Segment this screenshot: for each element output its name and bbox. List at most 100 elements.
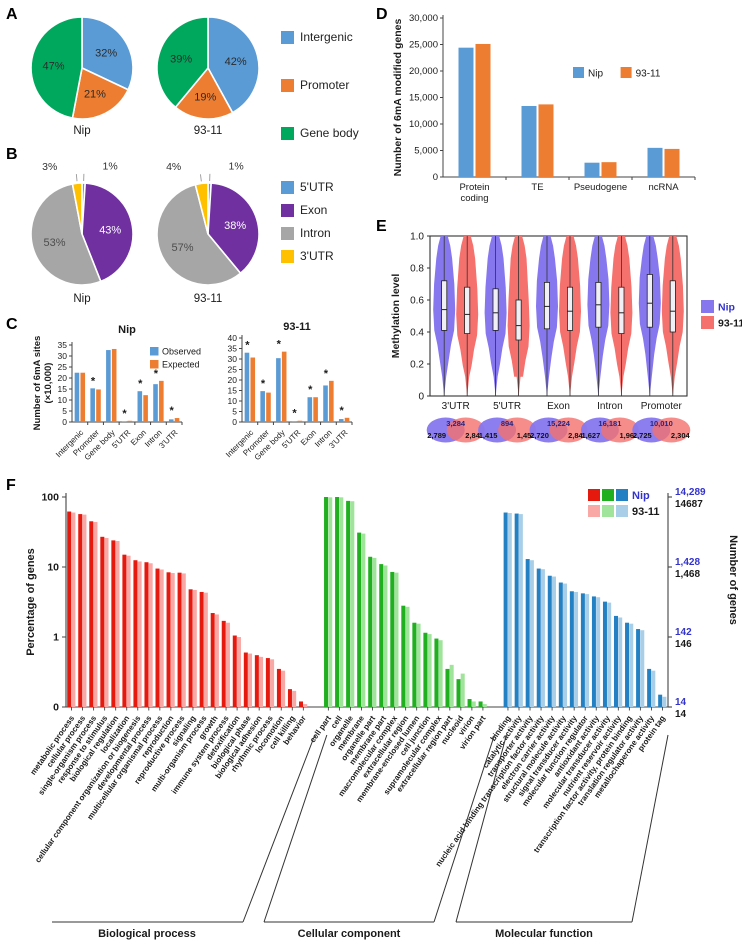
bar-nip — [636, 629, 641, 707]
x-category-label: Pseudogene — [574, 182, 627, 193]
bar-nip — [221, 620, 226, 707]
panel-label-a: A — [6, 6, 18, 23]
bar-nip — [514, 513, 519, 707]
bar-93-11 — [394, 572, 399, 707]
box-plot — [515, 299, 522, 341]
box-plot — [669, 280, 676, 333]
bar-93-11 — [225, 622, 230, 707]
legend-label: Intron — [300, 226, 331, 240]
legend-label: Gene body — [300, 126, 359, 140]
venn-93-11-count: 2,841 — [568, 431, 587, 440]
significance-star: * — [245, 340, 250, 352]
bar-93-11 — [427, 634, 432, 707]
legend-label: 5'UTR — [300, 180, 334, 194]
bar-expected — [281, 351, 287, 422]
pie-label: 19% — [194, 91, 216, 103]
legend-swatch — [573, 67, 584, 78]
x-category-label: 3'UTR — [327, 428, 349, 450]
significance-star: * — [122, 408, 127, 420]
legend-label: Nip — [632, 490, 650, 502]
significance-star: * — [340, 405, 345, 417]
bar-93-11 — [137, 561, 142, 707]
bar-nip — [647, 668, 652, 707]
legend-swatch — [150, 360, 159, 369]
legend-label: 93-11 — [636, 69, 661, 80]
bar-nip — [525, 559, 530, 707]
pie-outside-label: 1% — [228, 161, 243, 173]
bar-93-11 — [303, 704, 308, 707]
box-plot — [543, 282, 550, 330]
legend-item: Promoter — [281, 78, 359, 92]
y-tick-label: 30 — [58, 351, 68, 361]
subchart-title: Nip — [118, 324, 136, 336]
legend-label: 93-11 — [632, 506, 660, 518]
pie-label: 21% — [84, 88, 106, 100]
box-plot — [492, 288, 499, 331]
bar-93-11 — [126, 555, 131, 707]
venn-93-11-count: 1,452 — [517, 431, 536, 440]
legend-label: 3'UTR — [300, 249, 334, 263]
bar-93-11 — [71, 512, 76, 707]
pie-outside-label: 4% — [166, 161, 181, 173]
bar-93-11 — [93, 521, 98, 707]
pie-name: 93-11 — [194, 293, 223, 305]
pie-slice-3'UTR — [194, 182, 209, 235]
bar-93-11 — [596, 597, 601, 707]
box-plot — [566, 286, 573, 331]
bar-nip — [346, 500, 351, 707]
x-category-label: ncRNA — [648, 182, 679, 193]
legend-item: Gene body — [281, 126, 359, 140]
legend-item: 3'UTR — [281, 249, 334, 263]
bar-nip — [591, 596, 596, 707]
bar-expected — [96, 389, 101, 422]
legend-label: Expected — [162, 360, 200, 370]
significance-star: * — [308, 384, 313, 396]
venn-ellipse-93-11 — [498, 417, 537, 443]
plot-frame — [429, 235, 688, 397]
y-tick-label: 30 — [228, 354, 238, 364]
bar-93-11 — [192, 589, 197, 707]
bar-nip — [133, 560, 138, 707]
bar-93-11 — [563, 583, 568, 707]
left-ticks — [62, 496, 66, 708]
chart-panel-d: 0 5,000 10,000 15,000 20,000 25,000 30,000 Prot… — [392, 13, 696, 204]
legend-label: Exon — [300, 203, 328, 217]
bar-observed — [121, 421, 127, 422]
legend-swatch — [281, 203, 294, 217]
legend-swatch — [281, 78, 294, 92]
venn-93-11-count: 1,965 — [620, 431, 639, 440]
bar-nip — [658, 694, 663, 707]
right-tick-93-11: 14 — [675, 709, 687, 720]
bar-93-11 — [372, 557, 377, 707]
bar-nip — [188, 589, 193, 707]
panel-label-f: F — [6, 477, 16, 494]
bar-93-11 — [551, 576, 556, 707]
box-plot — [464, 286, 471, 334]
bar-93-11 — [203, 592, 208, 707]
y-tick-label: 35 — [228, 344, 238, 354]
bar-93-11 — [601, 162, 617, 177]
y-tick-label: 25,000 — [409, 40, 438, 51]
panel-label-d: D — [376, 6, 388, 23]
bar-93-11 — [259, 656, 264, 707]
y-tick-label: 0 — [62, 417, 67, 427]
pie-outside-label: 3% — [42, 161, 57, 173]
y-tick-label: 25 — [228, 365, 238, 375]
bar-nip — [434, 638, 439, 707]
c-ylabel2: (×10,000) — [43, 363, 54, 404]
divider-line — [242, 734, 316, 923]
y-tick-label: 15 — [58, 384, 68, 394]
bar-expected — [159, 380, 164, 422]
bar-93-11 — [361, 533, 366, 707]
right-tick-nip: 14 — [675, 697, 687, 708]
y-tick-label: 20 — [228, 375, 238, 385]
venn-shared-count: 15,224 — [547, 419, 571, 428]
bar-93-11 — [115, 541, 120, 707]
venn-shared-count: 10,010 — [650, 419, 673, 428]
chart-panel-a: 32% 21% 47% Nip 42% 19% 39% 93-11 — [30, 16, 260, 137]
pie-outside-label: 1% — [102, 161, 117, 173]
legend-item: Intron — [281, 226, 334, 240]
bar-93-11 — [82, 514, 87, 707]
f-ylabel-left: Percentage of genes — [25, 548, 37, 656]
